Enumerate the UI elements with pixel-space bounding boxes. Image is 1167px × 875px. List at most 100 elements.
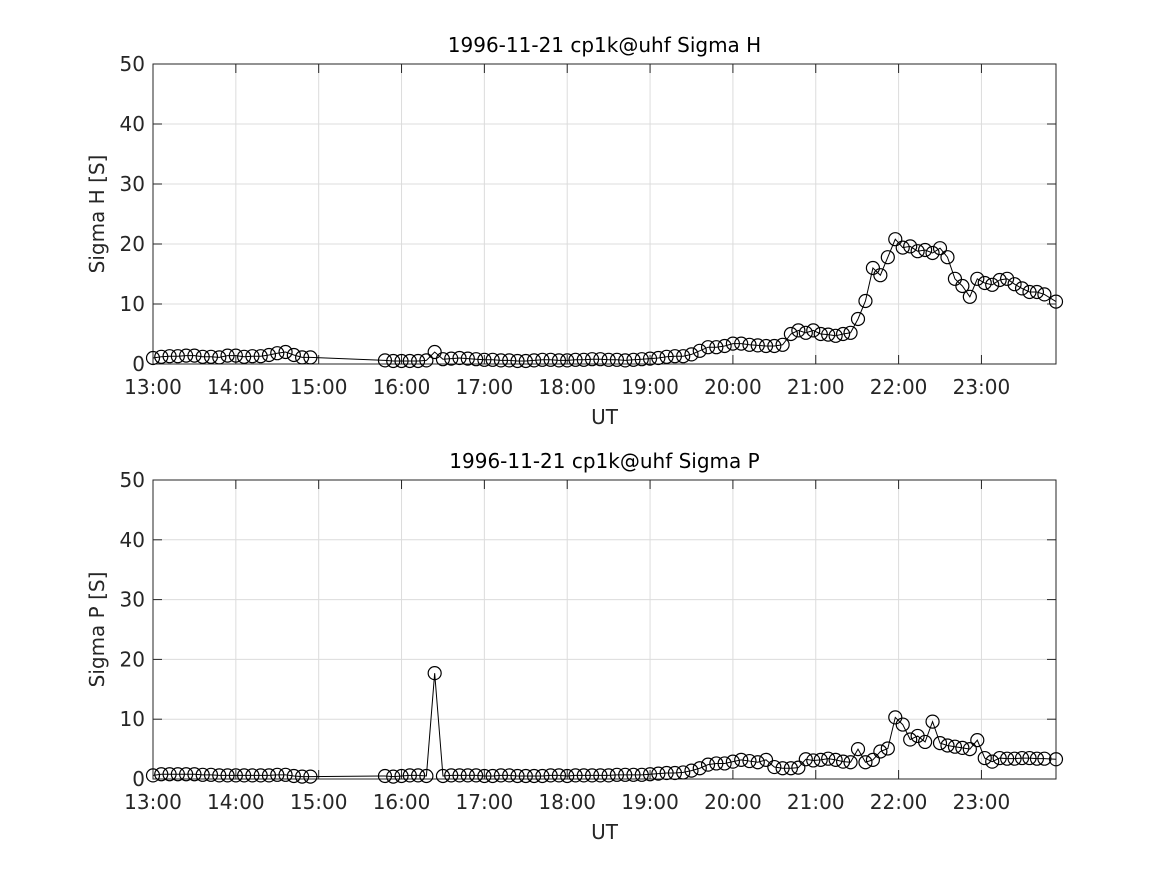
data-point xyxy=(873,268,888,283)
data-point xyxy=(220,348,235,363)
data-point xyxy=(444,768,459,783)
data-point xyxy=(858,755,873,770)
data-point xyxy=(947,271,963,286)
data-point xyxy=(977,750,992,766)
data-point xyxy=(237,768,252,783)
data-point xyxy=(850,311,866,327)
data-point xyxy=(270,767,285,782)
data-point xyxy=(386,353,401,369)
data-point xyxy=(154,767,169,782)
data-point xyxy=(903,239,918,254)
data-point xyxy=(1014,281,1030,296)
y-tick-label: 50 xyxy=(120,52,145,76)
data-point xyxy=(468,352,484,367)
x-tick-label: 17:00 xyxy=(456,375,514,399)
y-axis-label: Sigma P [S] xyxy=(85,572,109,688)
data-point xyxy=(962,289,977,304)
data-point xyxy=(684,347,699,362)
data-point xyxy=(502,353,517,368)
data-point xyxy=(725,336,741,351)
data-point xyxy=(386,769,401,784)
data-point xyxy=(394,768,409,784)
data-point xyxy=(651,766,666,781)
data-point xyxy=(895,717,910,732)
data-point xyxy=(932,241,948,256)
y-tick-label: 30 xyxy=(120,172,145,196)
data-point xyxy=(419,353,434,368)
data-point xyxy=(212,350,227,365)
x-tick-label: 20:00 xyxy=(704,375,762,399)
data-point xyxy=(888,232,903,247)
data-point xyxy=(543,768,558,783)
y-tick-label: 30 xyxy=(120,588,145,612)
y-tick-label: 20 xyxy=(120,647,145,671)
data-point xyxy=(518,353,533,369)
data-point xyxy=(873,744,888,759)
data-point xyxy=(576,352,591,367)
data-point xyxy=(767,759,782,775)
x-tick-label: 21:00 xyxy=(787,790,845,814)
y-tick-label: 10 xyxy=(120,707,145,731)
data-point xyxy=(813,326,828,342)
data-point xyxy=(767,338,782,354)
data-point xyxy=(888,710,903,725)
data-point xyxy=(377,353,393,368)
data-point xyxy=(402,353,417,369)
data-point xyxy=(535,768,550,784)
data-point xyxy=(179,767,194,782)
data-point xyxy=(584,768,600,783)
plot-area xyxy=(153,480,1056,779)
data-point xyxy=(843,325,858,340)
data-point xyxy=(903,732,918,747)
data-point xyxy=(783,326,798,342)
data-point xyxy=(510,768,525,784)
data-point xyxy=(427,666,442,681)
axes-frame xyxy=(152,479,1057,780)
data-point xyxy=(659,349,674,364)
data-point xyxy=(895,240,910,255)
data-point xyxy=(493,353,509,368)
x-tick-label: 21:00 xyxy=(787,375,845,399)
data-point xyxy=(584,352,600,367)
data-point xyxy=(203,349,219,364)
y-tick-label: 0 xyxy=(132,352,145,376)
data-point xyxy=(880,741,895,756)
data-line xyxy=(152,238,1057,362)
data-point xyxy=(940,738,955,753)
data-point xyxy=(642,351,658,366)
x-tick-label: 13:00 xyxy=(124,375,182,399)
data-point xyxy=(187,348,202,363)
x-tick-label: 22:00 xyxy=(870,790,928,814)
data-point xyxy=(228,768,243,783)
data-point xyxy=(220,768,235,783)
data-point xyxy=(435,768,451,784)
data-point xyxy=(245,768,260,783)
data-point xyxy=(195,767,210,782)
data-point xyxy=(1037,751,1052,766)
data-point xyxy=(676,349,691,364)
data-point xyxy=(918,242,933,258)
data-point xyxy=(377,768,393,784)
data-point xyxy=(962,741,977,757)
x-tick-label: 18:00 xyxy=(538,790,596,814)
data-point xyxy=(402,768,417,783)
data-point xyxy=(970,271,985,286)
y-tick-label: 10 xyxy=(120,292,145,316)
data-point xyxy=(821,751,836,766)
data-point xyxy=(692,761,707,776)
data-point xyxy=(286,347,301,363)
data-point xyxy=(411,768,426,783)
data-point xyxy=(940,250,955,265)
x-tick-label: 23:00 xyxy=(953,790,1011,814)
data-point xyxy=(798,325,813,340)
data-point xyxy=(828,328,843,343)
data-point xyxy=(154,349,169,364)
data-point xyxy=(634,352,649,367)
data-point xyxy=(179,348,194,363)
data-point xyxy=(1048,294,1064,309)
data-point xyxy=(460,351,475,366)
data-point xyxy=(791,323,806,338)
data-point xyxy=(551,353,567,368)
data-point xyxy=(758,752,774,767)
y-axis-label: Sigma H [S] xyxy=(85,155,109,274)
